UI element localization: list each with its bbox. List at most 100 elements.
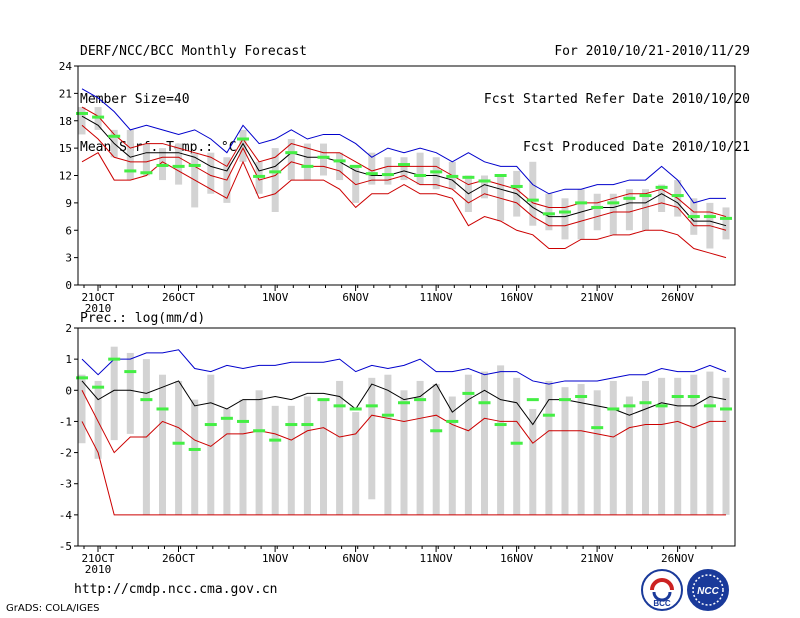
observation-marker xyxy=(720,407,732,411)
spread-box xyxy=(481,175,488,199)
observation-marker xyxy=(607,407,620,411)
spread-box xyxy=(78,374,86,444)
observation-marker xyxy=(671,395,684,399)
spread-box xyxy=(513,377,521,515)
x-tick-year-label: 2010 xyxy=(85,302,112,315)
observation-marker xyxy=(365,404,378,408)
observation-marker xyxy=(349,164,362,168)
observation-marker xyxy=(623,196,636,200)
series-max-line xyxy=(81,88,726,204)
x-tick-label: 21NOV xyxy=(581,291,614,304)
observation-marker xyxy=(398,163,410,167)
y-tick-label: 12 xyxy=(59,170,72,183)
spread-box xyxy=(384,374,392,515)
x-tick-label: 21OCT xyxy=(81,552,114,565)
x-tick-label: 26OCT xyxy=(162,552,195,565)
spread-box xyxy=(690,374,698,515)
observation-marker xyxy=(172,164,185,168)
y-tick-label: 1 xyxy=(65,353,72,366)
series-lower-line xyxy=(81,124,727,231)
observation-marker xyxy=(253,174,266,178)
source-url[interactable]: http://cmdp.ncc.cma.gov.cn xyxy=(74,582,278,597)
observation-marker xyxy=(494,423,507,427)
observation-marker xyxy=(446,174,459,178)
y-tick-label: -4 xyxy=(59,509,73,522)
observation-marker xyxy=(639,401,652,405)
observation-marker xyxy=(559,210,571,214)
series-min-line xyxy=(81,421,726,516)
observation-marker xyxy=(559,398,571,402)
x-tick-label: 6NOV xyxy=(342,552,369,565)
spread-box xyxy=(336,380,344,515)
spread-box xyxy=(658,377,666,515)
observation-marker xyxy=(398,401,410,405)
observation-marker xyxy=(526,198,539,202)
svg-text:BCC: BCC xyxy=(653,599,671,608)
observation-marker xyxy=(172,441,185,445)
observation-marker xyxy=(140,398,153,402)
spread-box xyxy=(271,148,279,212)
spread-box xyxy=(287,405,295,515)
observation-marker xyxy=(671,194,684,198)
observation-marker xyxy=(414,398,427,402)
spread-box xyxy=(609,380,617,515)
observation-marker xyxy=(655,185,668,189)
spread-box xyxy=(159,374,166,515)
observation-marker xyxy=(269,438,282,442)
observation-marker xyxy=(333,159,346,163)
spread-box xyxy=(271,405,279,515)
observation-marker xyxy=(220,416,233,420)
y-tick-label: 0 xyxy=(65,279,72,292)
spread-box xyxy=(142,143,150,176)
observation-marker xyxy=(76,111,88,115)
spread-box xyxy=(207,152,215,194)
spread-box xyxy=(464,374,472,515)
observation-marker xyxy=(381,173,394,177)
spread-box xyxy=(529,408,537,515)
bcc-logo: BCC xyxy=(641,569,683,611)
observation-marker xyxy=(92,385,105,389)
spread-box xyxy=(126,129,134,181)
series-mean-line xyxy=(81,115,727,227)
forecast-period: For 2010/10/21-2010/11/29 xyxy=(554,44,750,59)
observation-marker xyxy=(591,205,604,209)
header-right: For 2010/10/21-2010/11/29 Fcst Started R… xyxy=(484,12,750,172)
spread-box xyxy=(722,207,730,240)
spread-box xyxy=(561,198,569,240)
spread-box xyxy=(239,399,247,515)
observation-marker xyxy=(140,171,153,175)
spread-box xyxy=(448,396,456,515)
observation-marker xyxy=(381,413,394,417)
spread-box xyxy=(497,365,505,515)
observation-marker xyxy=(542,413,555,417)
y-tick-label: -2 xyxy=(59,447,72,460)
observation-marker xyxy=(92,115,105,119)
spread-box xyxy=(239,129,247,162)
observation-marker xyxy=(687,395,700,399)
observation-marker xyxy=(301,423,314,427)
member-size: Member Size=40 xyxy=(80,92,190,107)
observation-marker xyxy=(430,170,443,174)
x-tick-label: 1NOV xyxy=(262,552,289,565)
spread-box xyxy=(175,143,183,185)
chart-title: DERF/NCC/BCC Monthly Forecast xyxy=(80,44,307,59)
observation-marker xyxy=(703,215,716,219)
series-mean-line xyxy=(81,380,727,426)
observation-marker xyxy=(285,151,298,155)
spread-box xyxy=(577,189,585,240)
x-tick-label: 26NOV xyxy=(661,552,694,565)
x-tick-label: 16NOV xyxy=(500,291,533,304)
x-tick-label: 26NOV xyxy=(661,291,694,304)
x-tick-label: 21NOV xyxy=(581,552,614,565)
x-tick-label: 16NOV xyxy=(500,552,533,565)
observation-marker xyxy=(253,429,266,433)
observation-marker xyxy=(639,194,652,198)
observation-marker xyxy=(446,419,459,423)
observation-marker xyxy=(687,215,700,219)
x-tick-label: 21OCT xyxy=(81,291,114,304)
x-tick-year-label: 2010 xyxy=(85,563,112,576)
spread-box xyxy=(625,189,633,231)
spread-box xyxy=(191,399,199,515)
observation-marker xyxy=(478,401,491,405)
